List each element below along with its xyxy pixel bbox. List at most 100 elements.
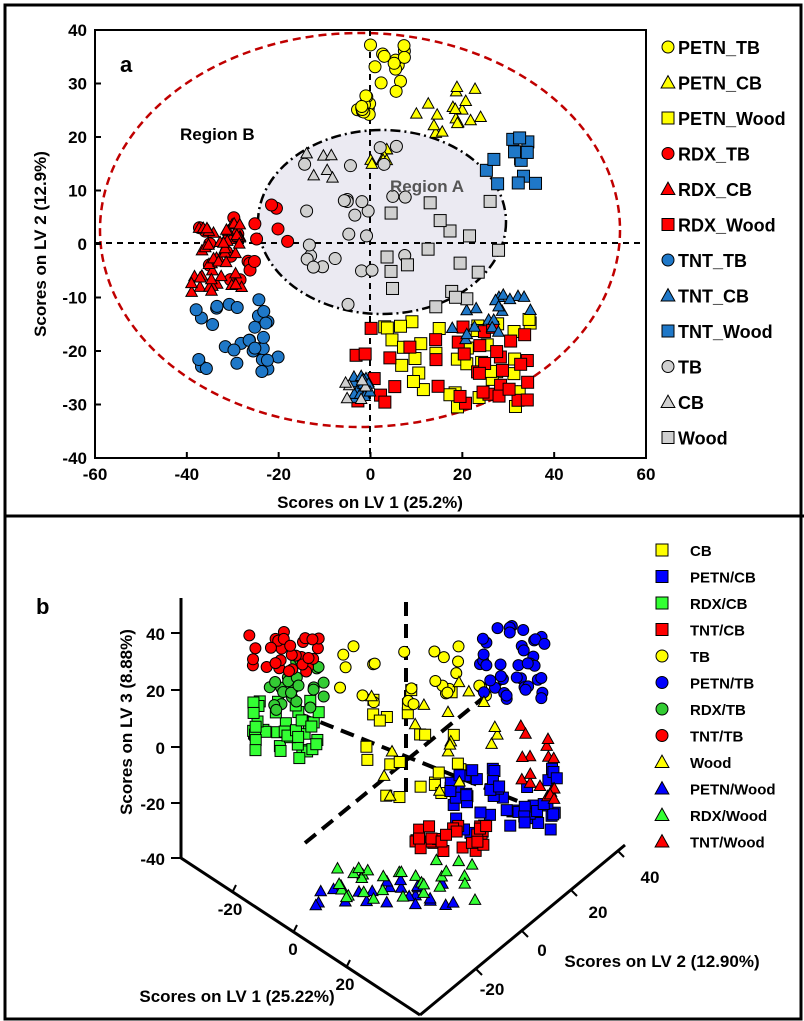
legend-label: PETN/TB	[690, 676, 754, 693]
legend-label: TNT_Wood	[678, 322, 773, 342]
legend-marker-petn-tb	[655, 676, 669, 689]
legend-label: RDX_TB	[678, 145, 750, 165]
x-tick-label: -20	[218, 900, 243, 919]
legend-label: CB	[690, 543, 712, 560]
point-rdx-wood	[518, 328, 532, 342]
point-tb	[300, 204, 314, 218]
point-rdx-cb	[232, 236, 246, 249]
panel-b-z-axis-label: Scores on LV 3 (8.88%)	[117, 629, 136, 815]
point-tnt-tb	[206, 317, 220, 331]
point-tb	[368, 657, 381, 670]
point-petn-wood	[314, 884, 328, 897]
point-tnt-wood	[515, 750, 529, 763]
x-tick-label: -40	[175, 465, 200, 484]
point-rdx-wood	[490, 345, 504, 359]
point-rdx-tb	[304, 701, 317, 714]
point-tnt-cb	[460, 327, 474, 340]
point-rdx-cb	[247, 696, 260, 709]
point-rdx-tb	[281, 234, 295, 248]
point-tb	[348, 208, 362, 222]
point-petn-cb	[550, 772, 563, 785]
panel-a-label: a	[120, 52, 133, 77]
point-petn-cb	[450, 116, 464, 129]
point-rdx-tb	[290, 695, 303, 708]
point-tnt-tb	[243, 629, 256, 642]
point-tb	[398, 190, 412, 204]
point-tnt-tb	[199, 361, 213, 375]
point-wood	[460, 292, 474, 306]
point-petn-tb	[389, 84, 403, 98]
point-wood	[448, 290, 462, 304]
point-cb	[428, 778, 441, 791]
point-petn-tb	[374, 76, 388, 90]
point-tb	[389, 139, 403, 153]
point-petn-tb	[494, 658, 507, 671]
point-wood	[441, 705, 455, 718]
panel-a: a -60 -40 -20 0 20 40 60403020100-10-20-30-40 …	[31, 21, 786, 512]
legend-marker-rdx-cb	[660, 181, 676, 196]
panel-a-points	[184, 38, 543, 414]
point-petn-wood	[395, 358, 409, 372]
x-tick-label: -20	[266, 465, 291, 484]
point-tnt-tb	[189, 303, 203, 317]
point-rdx-wood	[504, 334, 518, 348]
point-petn-tb	[535, 672, 548, 685]
y-tick-mark	[521, 930, 529, 938]
point-wood	[423, 196, 437, 210]
point-cb	[360, 740, 373, 753]
point-tnt-tb	[257, 304, 271, 318]
point-tb	[429, 674, 442, 687]
point-tnt-tb	[271, 350, 285, 364]
point-wood	[443, 224, 457, 238]
legend-label: Wood	[690, 755, 731, 772]
point-rdx-wood	[431, 379, 445, 393]
point-petn-tb	[377, 49, 391, 63]
panel-b-points	[243, 620, 563, 911]
point-rdx-wood	[339, 890, 354, 903]
point-rdx-cb	[193, 279, 207, 292]
point-cb	[354, 392, 368, 404]
legend-marker-tb	[661, 360, 675, 373]
point-tnt-wood	[541, 732, 555, 745]
legend-label: PETN/Wood	[690, 782, 776, 799]
y-tick-label: -10	[62, 289, 87, 308]
point-cb	[340, 391, 354, 404]
point-rdx-tb	[292, 679, 305, 692]
point-tb	[342, 227, 356, 241]
point-rdx-wood	[409, 868, 423, 881]
point-rdx-wood	[429, 353, 443, 367]
point-tnt-tb	[248, 341, 262, 355]
point-tnt-cb	[517, 290, 531, 302]
legend-marker-rdx-tb	[655, 702, 669, 716]
point-wood	[441, 744, 455, 757]
point-tb	[347, 640, 360, 653]
point-cb	[324, 148, 338, 161]
point-cb	[320, 163, 334, 176]
z-tick-label: 40	[146, 625, 165, 644]
legend-marker-tnt-wood	[654, 833, 670, 848]
point-cb	[419, 728, 432, 741]
point-rdx-tb	[317, 690, 330, 703]
point-petn-wood	[380, 321, 394, 335]
legend-label: Wood	[678, 429, 728, 449]
point-tb	[328, 252, 342, 266]
point-petn-wood	[446, 895, 460, 908]
point-wood	[452, 774, 466, 787]
point-tb	[365, 263, 379, 277]
point-petn-wood	[408, 897, 422, 910]
x-tick-label: 40	[545, 465, 564, 484]
point-petn-cb	[493, 780, 506, 793]
point-rdx-cb	[247, 706, 260, 719]
point-rdx-wood	[394, 865, 408, 877]
point-tb	[428, 645, 441, 658]
point-rdx-wood	[417, 885, 431, 898]
point-rdx-cb	[249, 744, 262, 757]
z-tick-label: 0	[156, 739, 165, 758]
y-tick-label: -20	[480, 980, 505, 999]
point-cb	[358, 379, 373, 392]
point-tnt-cb	[413, 832, 426, 845]
x-tick-label: 0	[288, 940, 297, 959]
z-tick-label: -40	[140, 850, 165, 869]
point-tb	[407, 698, 420, 711]
y-tick-label: -20	[62, 342, 87, 361]
